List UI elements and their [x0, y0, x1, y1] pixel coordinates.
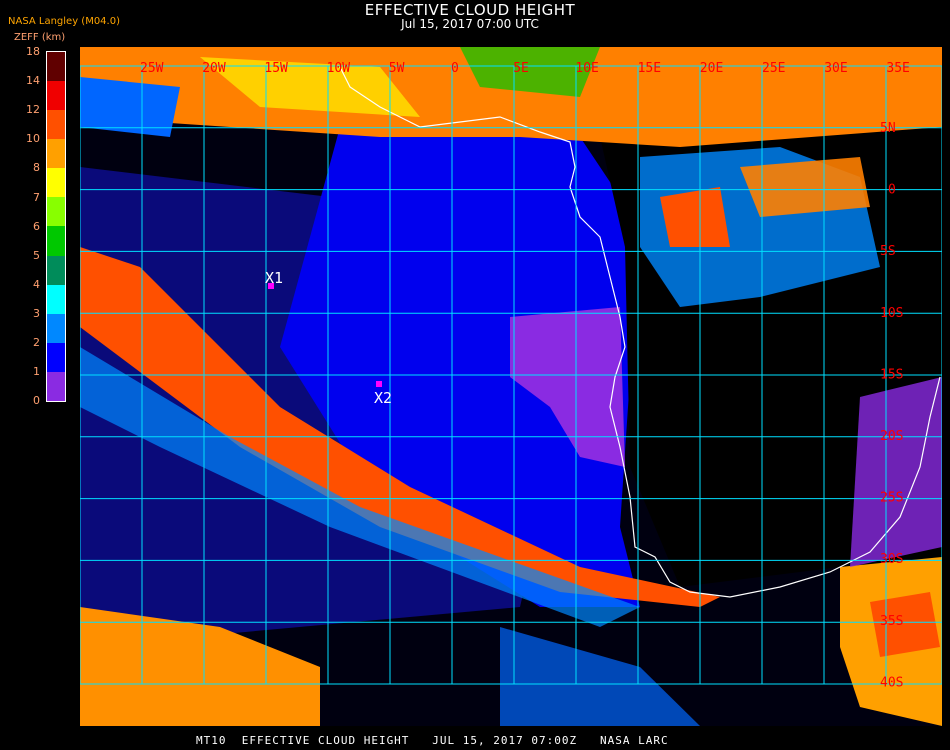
lat-label: 0	[888, 183, 896, 198]
colorbar-tick: 4	[33, 277, 40, 291]
colorbar-segment	[47, 81, 65, 111]
lon-label: 35E	[886, 61, 909, 76]
colorbar-segment	[47, 255, 65, 285]
lat-label: 5N	[880, 121, 896, 136]
marker-x1-label: X1	[265, 269, 283, 287]
colorbar-tick: 5	[33, 248, 40, 262]
colorbar-segment	[47, 110, 65, 140]
marker-x1: X1	[265, 269, 283, 289]
colorbar-segment	[47, 342, 65, 372]
marker-x2-label: X2	[374, 389, 392, 407]
marker-x2: X2	[374, 381, 392, 407]
lat-label: 25S	[880, 491, 903, 506]
colorbar-segment	[47, 139, 65, 169]
colorbar-tick: 0	[33, 394, 40, 408]
colorbar-segment	[47, 226, 65, 256]
colorbar-segment	[47, 52, 65, 82]
lon-label: 10E	[575, 61, 598, 76]
lat-label: 35S	[880, 614, 903, 629]
colorbar-tick: 2	[33, 336, 40, 349]
lat-label: 30S	[880, 552, 903, 567]
marker-x2-point	[376, 381, 382, 387]
colorbar-tick: 1	[33, 365, 40, 379]
lon-label: 10W	[327, 61, 351, 76]
grid-labels: 25W 20W 15W 10W 5W 0 5E 10E 15E 20E 25E 30E 35E 5N 0 5S…	[140, 61, 910, 690]
colorbar-tick: 6	[33, 219, 40, 233]
colorbar-tick: 12	[26, 103, 40, 117]
lat-label: 15S	[880, 367, 903, 382]
lon-label: 25E	[762, 61, 785, 76]
lon-label: 0	[451, 61, 459, 76]
marker-x1-point	[268, 283, 274, 289]
colorbar-segment	[47, 313, 65, 343]
colorbar-tick: 8	[33, 161, 40, 175]
colorbar-segment	[47, 284, 65, 314]
colorbar-segment	[47, 197, 65, 227]
lon-label: 15E	[638, 61, 661, 76]
lat-label: 5S	[880, 244, 896, 259]
lon-label: 5W	[389, 61, 405, 76]
colorbar-tick: 7	[33, 190, 40, 204]
footer-caption: MT10 EFFECTIVE CLOUD HEIGHT JUL 15, 2017…	[196, 734, 669, 747]
colorbar-tick: 14	[26, 74, 40, 88]
colorbar-tick: 18	[26, 45, 40, 58]
lon-label: 30E	[824, 61, 847, 76]
lat-label: 40S	[880, 675, 903, 690]
lat-lon-grid	[80, 65, 942, 685]
colorbar-tick: 10	[26, 132, 40, 146]
org-label: NASA Langley (M04.0)	[8, 16, 120, 27]
chart-title: EFFECTIVE CLOUD HEIGHT	[364, 1, 576, 19]
coastline	[339, 66, 941, 598]
colorbar	[46, 51, 66, 402]
lon-label: 15W	[264, 61, 288, 76]
colorbar-segment	[47, 168, 65, 198]
colorbar-tick: 3	[33, 306, 40, 320]
satellite-map: 25W 20W 15W 10W 5W 0 5E 10E 15E 20E 25E 30E 35E 5N 0 5S…	[80, 47, 942, 726]
colorbar-segment	[47, 371, 65, 401]
lat-label: 20S	[880, 429, 903, 444]
lon-label: 25W	[140, 61, 164, 76]
lon-label: 20W	[202, 61, 226, 76]
colorbar-label: ZEFF (km)	[14, 32, 66, 43]
chart-subtitle: Jul 15, 2017 07:00 UTC	[401, 17, 539, 31]
lon-label: 20E	[700, 61, 723, 76]
lat-label: 10S	[880, 306, 903, 321]
lon-label: 5E	[513, 61, 529, 76]
